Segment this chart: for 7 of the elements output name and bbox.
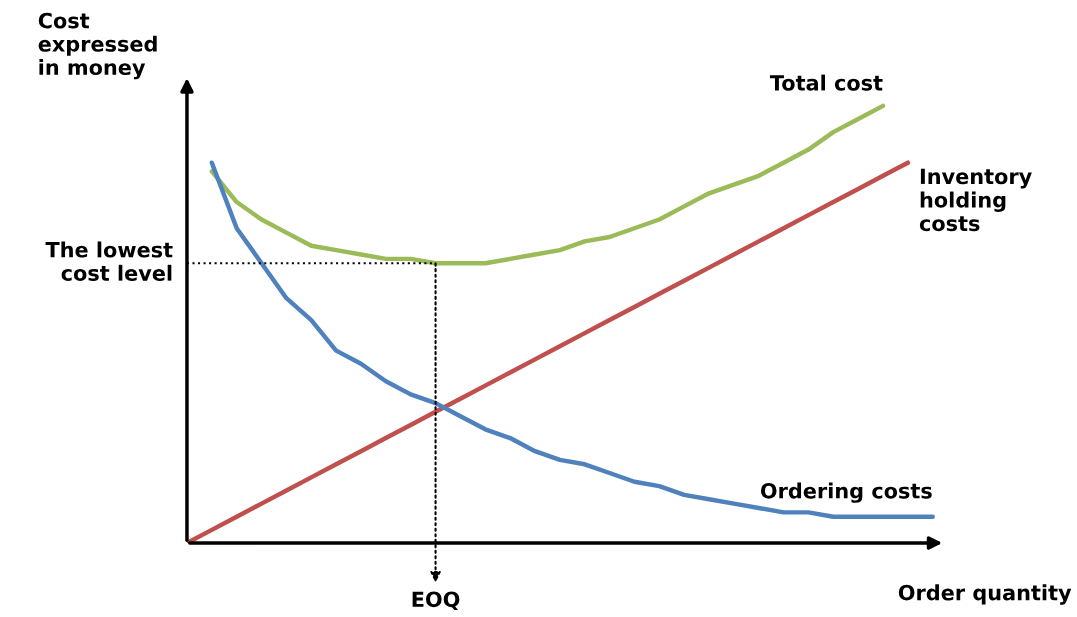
series-label: Inventory holding costs [919,168,1032,232]
annotation: EOQ [412,591,460,610]
x-axis-title: Order quantity [898,584,1072,605]
y-axis-title: Cost expressed in money [38,12,157,80]
ref-line-label: The lowest cost level [45,241,173,281]
series-label: Total cost [769,74,883,91]
series-label: Ordering costs [760,482,932,503]
